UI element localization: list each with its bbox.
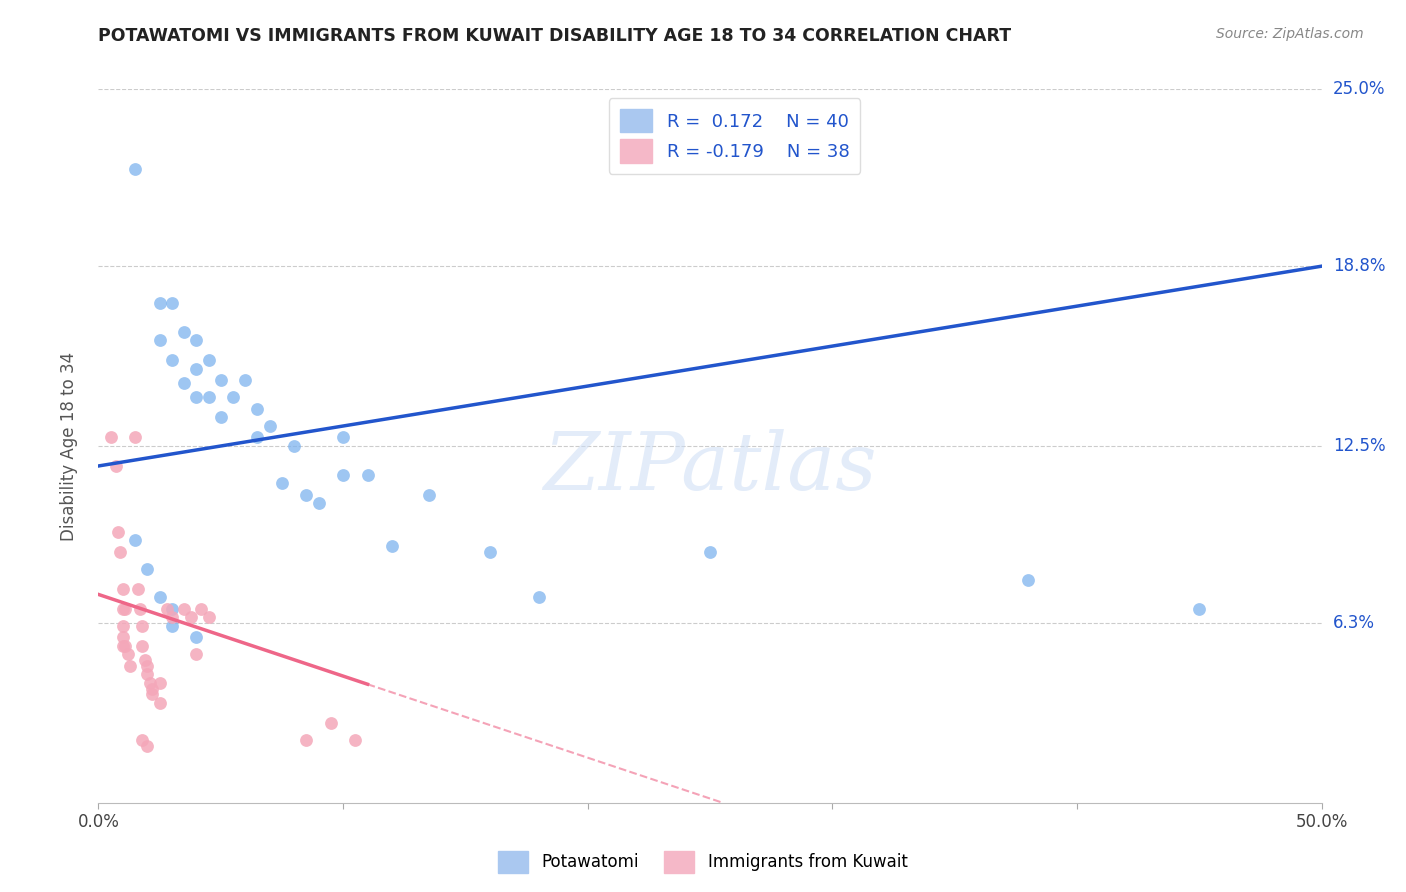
Point bbox=[332, 467, 354, 482]
Point bbox=[308, 496, 330, 510]
Point bbox=[149, 591, 172, 605]
Point bbox=[197, 610, 219, 624]
Text: Source: ZipAtlas.com: Source: ZipAtlas.com bbox=[1216, 27, 1364, 41]
Point bbox=[190, 601, 212, 615]
Point bbox=[149, 334, 172, 348]
Point bbox=[139, 676, 162, 690]
Y-axis label: Disability Age 18 to 34: Disability Age 18 to 34 bbox=[59, 351, 77, 541]
Point bbox=[233, 373, 256, 387]
Point bbox=[160, 601, 183, 615]
Point bbox=[124, 162, 146, 177]
Point bbox=[124, 430, 146, 444]
Point bbox=[100, 430, 122, 444]
Point bbox=[344, 733, 367, 747]
Point bbox=[180, 610, 202, 624]
Text: 12.5%: 12.5% bbox=[1333, 437, 1385, 455]
Point bbox=[111, 619, 134, 633]
Point bbox=[124, 533, 146, 548]
Point bbox=[246, 401, 269, 416]
Point bbox=[156, 601, 179, 615]
Point bbox=[332, 430, 354, 444]
Point bbox=[356, 467, 378, 482]
Point bbox=[197, 391, 219, 405]
Point bbox=[295, 487, 318, 501]
Point bbox=[136, 667, 159, 681]
Point bbox=[120, 658, 142, 673]
Point bbox=[136, 562, 159, 576]
Point bbox=[418, 487, 440, 501]
Text: POTAWATOMI VS IMMIGRANTS FROM KUWAIT DISABILITY AGE 18 TO 34 CORRELATION CHART: POTAWATOMI VS IMMIGRANTS FROM KUWAIT DIS… bbox=[98, 27, 1011, 45]
Point bbox=[127, 582, 149, 596]
Legend: R =  0.172    N = 40, R = -0.179    N = 38: R = 0.172 N = 40, R = -0.179 N = 38 bbox=[609, 98, 860, 174]
Legend: Potawatomi, Immigrants from Kuwait: Potawatomi, Immigrants from Kuwait bbox=[492, 845, 914, 880]
Text: ZIPatlas: ZIPatlas bbox=[543, 429, 877, 506]
Point bbox=[527, 591, 550, 605]
Point bbox=[186, 391, 208, 405]
Point bbox=[478, 544, 501, 558]
Point bbox=[111, 630, 134, 644]
Point bbox=[209, 410, 232, 425]
Point bbox=[160, 353, 183, 368]
Point bbox=[131, 619, 153, 633]
Point bbox=[295, 733, 318, 747]
Point bbox=[197, 353, 219, 368]
Point bbox=[149, 676, 172, 690]
Point bbox=[270, 476, 294, 491]
Point bbox=[283, 439, 305, 453]
Point bbox=[107, 524, 129, 539]
Point bbox=[111, 582, 134, 596]
Point bbox=[104, 458, 127, 473]
Point bbox=[1017, 573, 1039, 587]
Point bbox=[160, 610, 183, 624]
Point bbox=[186, 362, 208, 376]
Point bbox=[111, 639, 134, 653]
Point bbox=[222, 391, 245, 405]
Point bbox=[160, 296, 183, 310]
Point bbox=[111, 601, 134, 615]
Point bbox=[117, 648, 139, 662]
Point bbox=[114, 601, 136, 615]
Point bbox=[186, 630, 208, 644]
Point bbox=[699, 544, 721, 558]
Point bbox=[129, 601, 152, 615]
Point bbox=[160, 619, 183, 633]
Point bbox=[141, 681, 163, 696]
Point bbox=[186, 334, 208, 348]
Point bbox=[149, 696, 172, 710]
Point bbox=[141, 687, 163, 701]
Point bbox=[319, 715, 342, 730]
Point bbox=[134, 653, 156, 667]
Point bbox=[173, 601, 195, 615]
Point bbox=[136, 658, 159, 673]
Point bbox=[131, 639, 153, 653]
Point bbox=[246, 430, 269, 444]
Text: 18.8%: 18.8% bbox=[1333, 257, 1385, 275]
Point bbox=[136, 739, 159, 753]
Point bbox=[173, 376, 195, 391]
Point bbox=[131, 733, 153, 747]
Point bbox=[110, 544, 132, 558]
Point bbox=[259, 419, 281, 434]
Text: 6.3%: 6.3% bbox=[1333, 614, 1375, 632]
Text: 25.0%: 25.0% bbox=[1333, 80, 1385, 98]
Point bbox=[114, 639, 136, 653]
Point bbox=[186, 648, 208, 662]
Point bbox=[149, 296, 172, 310]
Point bbox=[173, 325, 195, 339]
Point bbox=[1188, 601, 1211, 615]
Point bbox=[381, 539, 404, 553]
Point bbox=[209, 373, 232, 387]
